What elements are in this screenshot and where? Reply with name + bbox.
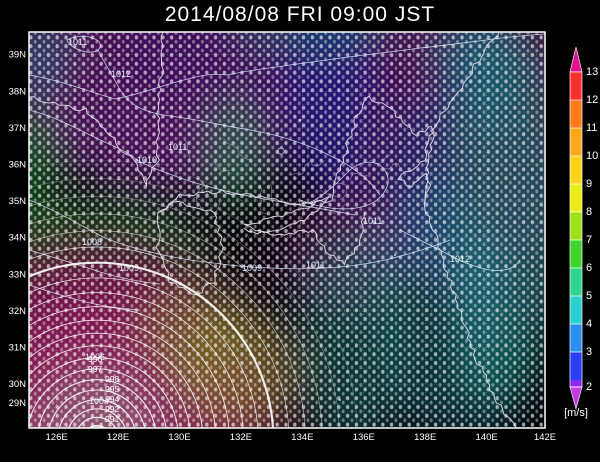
svg-text:38N: 38N — [9, 86, 27, 97]
svg-text:140E: 140E — [476, 432, 498, 443]
svg-text:8: 8 — [586, 206, 592, 218]
svg-text:5: 5 — [586, 290, 592, 302]
svg-text:130E: 130E — [168, 432, 190, 443]
svg-text:6: 6 — [586, 262, 592, 274]
svg-text:996: 996 — [88, 354, 102, 364]
svg-text:995: 995 — [105, 384, 119, 394]
svg-text:4: 4 — [586, 318, 592, 330]
svg-text:991: 991 — [105, 414, 119, 424]
svg-text:39N: 39N — [9, 50, 27, 61]
svg-text:2014/08/08 FRI 09:00 JST: 2014/08/08 FRI 09:00 JST — [165, 3, 435, 26]
svg-text:142E: 142E — [534, 432, 556, 443]
svg-text:994: 994 — [105, 394, 119, 404]
svg-text:134E: 134E — [291, 432, 313, 443]
svg-text:32N: 32N — [9, 306, 27, 317]
svg-text:1011: 1011 — [363, 216, 382, 226]
svg-text:1008: 1008 — [82, 237, 102, 247]
svg-text:33N: 33N — [9, 269, 27, 280]
svg-text:126E: 126E — [46, 432, 68, 443]
svg-text:136E: 136E — [353, 432, 375, 443]
svg-text:1012: 1012 — [450, 254, 470, 264]
svg-text:36N: 36N — [9, 160, 27, 171]
svg-text:7: 7 — [586, 234, 592, 246]
svg-text:1012: 1012 — [111, 69, 131, 79]
svg-text:138E: 138E — [414, 432, 436, 443]
svg-text:29N: 29N — [9, 398, 27, 409]
svg-text:1011: 1011 — [306, 260, 325, 270]
svg-text:2: 2 — [586, 381, 592, 393]
svg-text:30N: 30N — [9, 379, 27, 390]
svg-text:12: 12 — [586, 94, 598, 106]
svg-text:998: 998 — [105, 374, 119, 384]
svg-text:31N: 31N — [9, 343, 27, 354]
svg-text:35N: 35N — [9, 196, 27, 207]
svg-text:132E: 132E — [230, 432, 252, 443]
svg-text:1011: 1011 — [68, 37, 87, 47]
svg-text:11: 11 — [586, 122, 597, 134]
svg-text:997: 997 — [88, 364, 102, 374]
svg-text:37N: 37N — [9, 123, 27, 134]
svg-text:128E: 128E — [107, 432, 129, 443]
svg-text:[m/s]: [m/s] — [564, 407, 588, 419]
svg-text:1009: 1009 — [242, 263, 262, 273]
svg-text:3: 3 — [586, 346, 592, 358]
svg-text:10: 10 — [586, 150, 598, 162]
svg-text:992: 992 — [105, 404, 119, 414]
svg-text:1011: 1011 — [168, 142, 187, 152]
svg-text:13: 13 — [586, 66, 598, 78]
svg-text:34N: 34N — [9, 233, 27, 244]
svg-text:9: 9 — [586, 178, 592, 190]
